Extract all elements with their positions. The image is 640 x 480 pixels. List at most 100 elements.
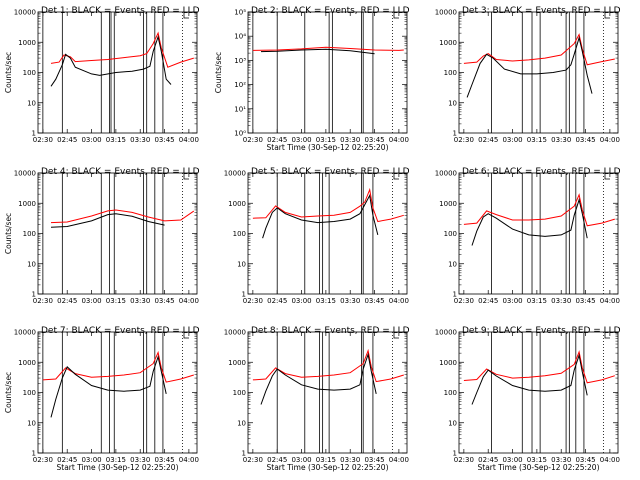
x-tick-label: 03:45 [364, 136, 384, 144]
y-tick-label: 1 [32, 291, 36, 299]
panel-title: Det 3: BLACK = Events, RED = LLD [462, 6, 621, 16]
panel-title: Det 9: BLACK = Events, RED = LLD [462, 326, 621, 336]
x-tick-label: 03:30 [130, 297, 150, 305]
x-axis-label: Start Time (30-Sep-12 02:25:20) [267, 463, 389, 472]
y-tick-label: 10 [27, 260, 36, 268]
panel-title: Det 2: BLACK = Events, RED = LLD [251, 6, 410, 16]
events-rate-line [466, 35, 593, 98]
x-tick-label: 02:30 [33, 456, 53, 464]
x-tick-label: 03:30 [340, 136, 360, 144]
y-tick-label: 1000 [439, 359, 457, 367]
x-tick-label: 03:45 [575, 297, 595, 305]
x-tick-label: 04:00 [600, 136, 620, 144]
x-axis-label: Start Time (30-Sep-12 02:25:20) [267, 143, 389, 152]
x-tick-label: 03:30 [130, 136, 150, 144]
lld-rate-line [252, 187, 404, 223]
x-tick-label: 03:15 [106, 456, 126, 464]
panel-title: Det 7: BLACK = Events, RED = LLD [41, 326, 200, 336]
y-tick-label: 10000 [14, 329, 36, 337]
events-rate-line [260, 48, 375, 55]
y-tick-label: 10 [448, 99, 457, 107]
x-tick-label: 03:45 [364, 297, 384, 305]
panel-title: Det 4: BLACK = Events, RED = LLD [41, 167, 200, 177]
lld-rate-line [463, 33, 615, 66]
lld-rate-line [50, 209, 195, 224]
x-tick-label: 03:00 [502, 297, 522, 305]
x-tick-label: 03:15 [527, 297, 547, 305]
y-tick-label: 100 [233, 230, 246, 238]
y-tick-label: 10 [237, 419, 246, 427]
x-tick-label: 03:45 [575, 456, 595, 464]
panel-title: Det 8: BLACK = Events, RED = LLD [251, 326, 410, 336]
x-tick-label: 04:00 [600, 297, 620, 305]
x-tick-label: 03:30 [551, 297, 571, 305]
x-tick-label: 03:30 [551, 136, 571, 144]
chart-panel-9: 02:30 02:45 03:00 03:15 03:30 03:45 04:00 1 10 10… [435, 326, 621, 472]
x-tick-label: 03:45 [154, 456, 174, 464]
x-tick-label: 02:45 [478, 136, 498, 144]
x-tick-label: 02:45 [57, 456, 77, 464]
y-tick-label: 10 [237, 260, 246, 268]
x-tick-label: 04:00 [600, 456, 620, 464]
y-axis-label: Counts/sec [4, 372, 13, 413]
y-tick-label: 100 [23, 389, 36, 397]
lld-rate-line [463, 193, 615, 227]
x-tick-label: 04:00 [179, 297, 199, 305]
chart-panel-1: 02:30 02:45 03:00 03:15 03:30 03:45 04:00 1 10 10… [4, 6, 200, 144]
x-tick-label: 03:45 [575, 136, 595, 144]
events-rate-line [471, 197, 588, 246]
y-tick-label: 100 [233, 389, 246, 397]
y-tick-label: 1000 [18, 359, 36, 367]
panel-title: Det 6: BLACK = Events, RED = LLD [462, 167, 621, 177]
x-tick-label: 02:45 [267, 136, 287, 144]
plot-frame [247, 331, 408, 454]
y-tick-label: 1 [453, 291, 457, 299]
y-axis-label: Counts/sec [214, 52, 223, 93]
x-tick-label: 03:30 [340, 297, 360, 305]
events-rate-line [471, 353, 588, 405]
corner-bracket [604, 332, 610, 339]
x-tick-label: 03:45 [154, 297, 174, 305]
x-tick-label: 03:00 [502, 456, 522, 464]
x-tick-label: 03:15 [316, 136, 336, 144]
plot-frame [458, 172, 619, 295]
lld-rate-line [252, 348, 404, 383]
x-axis-label: Start Time (30-Sep-12 02:25:20) [57, 463, 179, 472]
y-tick-label: 1000 [228, 200, 246, 208]
y-tick-label: 10⁴ [234, 33, 246, 41]
chart-panel-8: 02:30 02:45 03:00 03:15 03:30 03:45 04:00 1 10 10… [224, 326, 410, 472]
events-rate-line [262, 193, 379, 239]
x-tick-label: 04:00 [179, 456, 199, 464]
corner-bracket [604, 12, 610, 19]
y-tick-label: 1 [453, 130, 457, 138]
y-tick-label: 10000 [435, 9, 457, 17]
chart-panel-3: 02:30 02:45 03:00 03:15 03:30 03:45 04:00 1 10 10… [435, 6, 621, 144]
y-tick-label: 100 [444, 389, 457, 397]
y-tick-label: 10000 [224, 170, 246, 178]
events-rate-line [50, 213, 165, 228]
y-tick-label: 10000 [224, 329, 246, 337]
events-rate-line [50, 35, 172, 87]
x-tick-label: 04:00 [179, 136, 199, 144]
y-tick-label: 10000 [435, 329, 457, 337]
y-tick-label: 10000 [435, 170, 457, 178]
x-tick-label: 02:45 [267, 297, 287, 305]
y-tick-label: 10 [448, 260, 457, 268]
chart-panel-7: 02:30 02:45 03:00 03:15 03:30 03:45 04:00 1 10 10… [4, 326, 200, 472]
chart-panel-5: 02:30 02:45 03:00 03:15 03:30 03:45 04:00 1 10 10… [224, 167, 410, 305]
corner-bracket [183, 173, 189, 180]
x-tick-label: 03:45 [154, 136, 174, 144]
events-rate-line [50, 355, 167, 418]
x-tick-label: 02:45 [478, 297, 498, 305]
x-tick-label: 03:00 [81, 136, 101, 144]
x-tick-label: 03:30 [130, 456, 150, 464]
chart-panel-2: 02:30 02:45 03:00 03:15 03:30 03:45 04:00 10⁰ 10… [214, 6, 410, 152]
x-tick-label: 02:30 [243, 456, 263, 464]
y-tick-label: 1 [242, 291, 246, 299]
x-tick-label: 03:00 [81, 297, 101, 305]
x-axis-label: Start Time (30-Sep-12 02:25:20) [478, 463, 600, 472]
x-tick-label: 03:00 [81, 456, 101, 464]
x-tick-label: 02:30 [454, 297, 474, 305]
y-tick-label: 1 [32, 130, 36, 138]
